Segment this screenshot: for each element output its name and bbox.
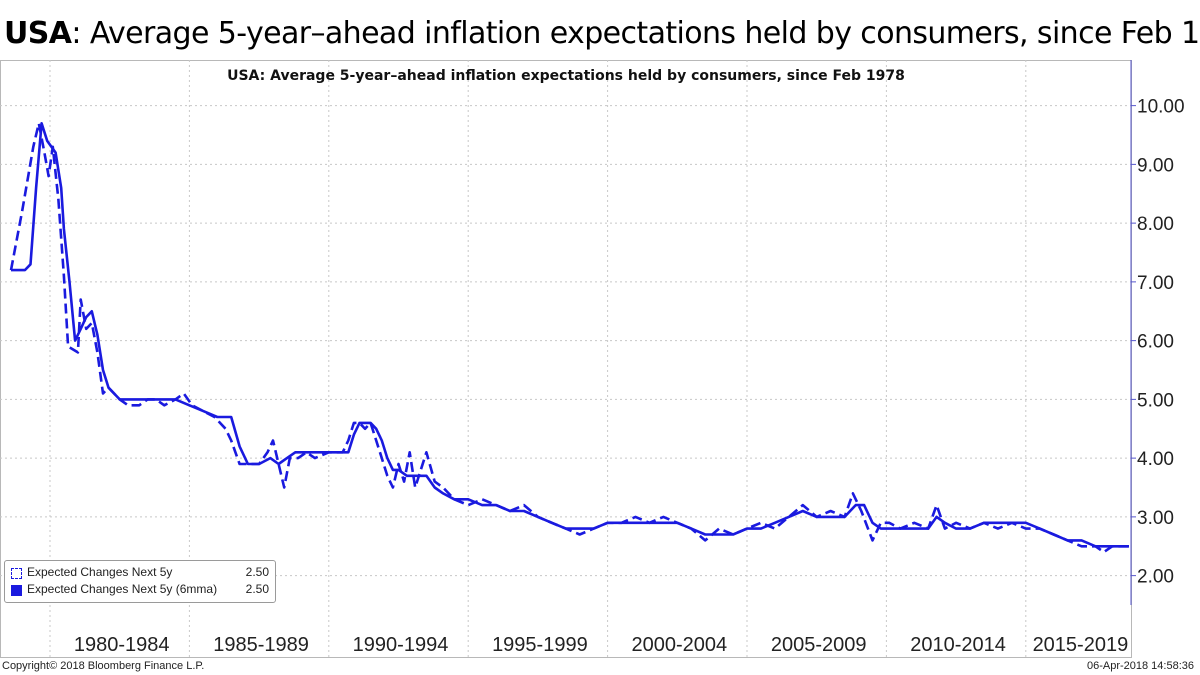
x-tick-label: 2005-2009 — [771, 634, 867, 656]
line-chart: 2.00 3.00 4.00 5.00 6.00 7.00 8.00 9.00 10.00 19… — [0, 60, 1185, 660]
legend-swatch-solid — [11, 585, 22, 596]
y-tick-label: 2.00 — [1137, 567, 1174, 588]
x-tick-label: 1995-1999 — [492, 634, 588, 656]
x-tick-label: 2000-2004 — [631, 634, 727, 656]
y-tick-label: 6.00 — [1137, 332, 1174, 353]
legend-item-expected-changes: Expected Changes Next 5y 2.50 — [11, 565, 269, 581]
y-tick-label: 7.00 — [1137, 273, 1174, 294]
legend-swatch-dashed — [11, 568, 22, 579]
legend-value: 2.50 — [245, 565, 269, 579]
chart-title: USA: Average 5-year–ahead inflation expe… — [227, 68, 905, 84]
slide-title-rest: : Average 5-year–ahead inflation expecta… — [71, 16, 1200, 51]
x-tick-label: 1985-1989 — [213, 634, 309, 656]
slide-title: USA: Average 5-year–ahead inflation expe… — [4, 16, 1200, 51]
x-tick-label: 1980-1984 — [74, 634, 170, 656]
y-tick-label: 9.00 — [1137, 155, 1174, 176]
grid-lines — [0, 60, 1131, 660]
series-line-expected-changes-6mma — [11, 122, 1129, 548]
timestamp-text: 06-Apr-2018 14:58:36 — [1086, 660, 1194, 672]
legend-item-expected-changes-6mma: Expected Changes Next 5y (6mma) 2.50 — [11, 582, 269, 598]
y-tick-label: 8.00 — [1137, 214, 1174, 235]
y-axis: 2.00 3.00 4.00 5.00 6.00 7.00 8.00 9.00 10.00 — [1130, 60, 1185, 605]
legend-value: 2.50 — [245, 582, 269, 596]
y-tick-label: 10.00 — [1137, 97, 1185, 118]
legend-label: Expected Changes Next 5y (6mma) — [27, 582, 218, 596]
x-tick-label: 1990-1994 — [353, 634, 449, 656]
legend-label: Expected Changes Next 5y — [27, 565, 173, 579]
y-tick-label: 3.00 — [1137, 508, 1174, 529]
series-lines — [9, 122, 1129, 554]
y-tick-label: 5.00 — [1137, 390, 1174, 411]
x-axis-labels: 1980-1984 1985-1989 1990-1994 1995-1999 2000… — [74, 634, 1128, 656]
x-tick-label: 2010-2014 — [910, 634, 1006, 656]
copyright-text: Copyright© 2018 Bloomberg Finance L.P. — [2, 660, 205, 672]
chart-legend: Expected Changes Next 5y 2.50 Expected C… — [4, 560, 276, 603]
x-tick-label: 2015-2019 — [1033, 634, 1129, 656]
slide-title-bold: USA — [4, 16, 72, 51]
y-tick-label: 4.00 — [1137, 449, 1174, 470]
